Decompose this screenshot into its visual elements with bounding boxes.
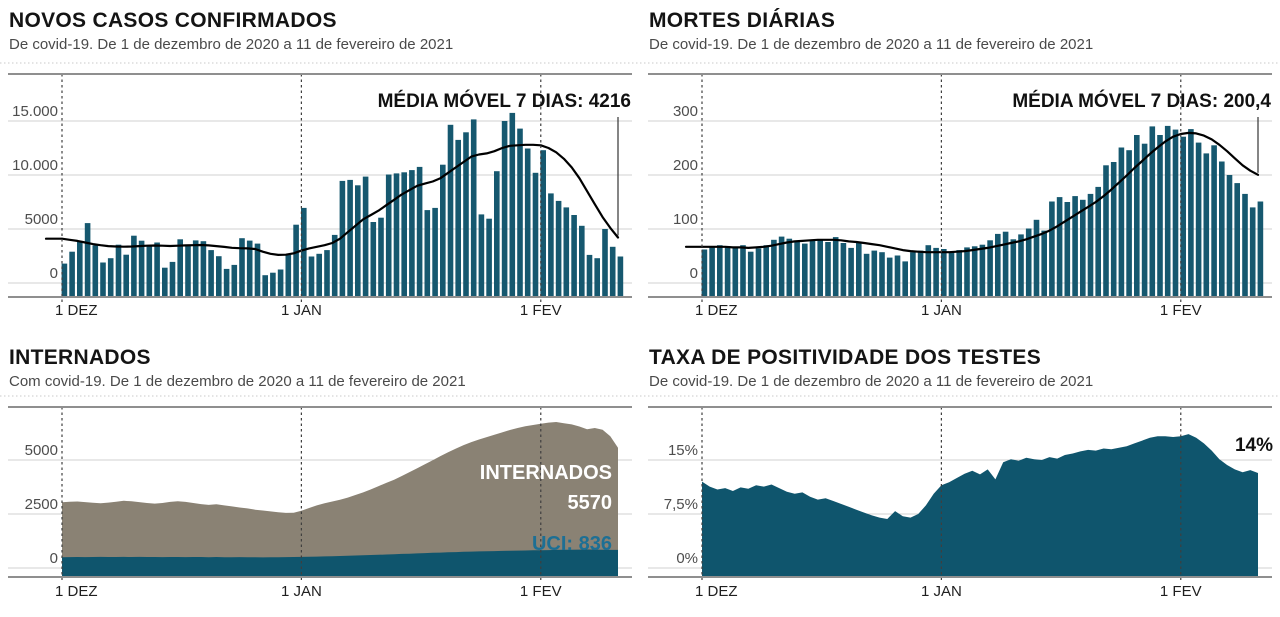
y-tick-labels: 5000 2500 0	[25, 442, 58, 567]
svg-text:1 JAN: 1 JAN	[921, 583, 962, 600]
svg-text:200: 200	[673, 157, 698, 174]
chart-novos-casos-confirmados: NOVOS CASOS CONFIRMADOS De covid-19. De …	[0, 0, 640, 320]
moving-average-annotation: MÉDIA MÓVEL 7 DIAS: 200,4	[1012, 90, 1271, 112]
area-value-label: INTERNADOS	[480, 462, 612, 484]
y-tick-labels: 300 200 100 0	[673, 103, 698, 282]
page-title: MORTES DIÁRIAS	[649, 9, 836, 32]
svg-text:0%: 0%	[676, 550, 698, 567]
date-guides: 1 DEZ 1 JAN 1 FEV	[695, 74, 1202, 319]
cases-bars	[61, 112, 624, 298]
chart-subtitle: De covid-19. De 1 de dezembro de 2020 a …	[649, 373, 1094, 390]
svg-text:0: 0	[50, 550, 58, 567]
svg-text:5000: 5000	[25, 442, 58, 459]
svg-text:2500: 2500	[25, 496, 58, 513]
moving-average-annotation: MÉDIA MÓVEL 7 DIAS: 4216	[378, 90, 631, 112]
svg-text:1 DEZ: 1 DEZ	[55, 583, 98, 600]
internados-chart-canvas: 5000 2500 0 1 DEZ 1 JAN 1 FEV INTERNADOS 5570 UC…	[0, 395, 640, 600]
plot-frame	[8, 406, 632, 578]
svg-text:1 JAN: 1 JAN	[281, 302, 322, 319]
date-guides: 1 DEZ 1 JAN 1 FEV	[55, 74, 562, 319]
svg-text:1 JAN: 1 JAN	[281, 583, 322, 600]
internados-area	[62, 422, 618, 577]
y-tick-labels: 15% 7,5% 0%	[664, 442, 698, 567]
chart-subtitle: Com covid-19. De 1 de dezembro de 2020 a…	[9, 373, 466, 390]
svg-text:1 FEV: 1 FEV	[1160, 583, 1202, 600]
chart-taxa-positividade: TAXA DE POSITIVIDADE DOS TESTES De covid…	[640, 320, 1280, 617]
area-value-label: UCI: 836	[532, 533, 612, 555]
svg-text:5000: 5000	[25, 211, 58, 228]
date-guides: 1 DEZ 1 JAN 1 FEV	[695, 407, 1202, 600]
svg-text:7,5%: 7,5%	[664, 496, 698, 513]
svg-text:100: 100	[673, 211, 698, 228]
svg-text:1 FEV: 1 FEV	[1160, 302, 1202, 319]
plot-frame	[648, 406, 1272, 578]
deaths-bars	[701, 125, 1264, 298]
svg-text:1 DEZ: 1 DEZ	[695, 302, 738, 319]
svg-text:300: 300	[673, 103, 698, 120]
deaths-ma-line	[684, 131, 1260, 254]
moving-average-annotation: 14%	[1235, 435, 1273, 456]
novos-casos-chart-canvas: 15.000 10.000 5000 0 1 DEZ 1 JAN 1 FEV MÉDIA MÓ…	[0, 62, 640, 319]
positivity-area	[702, 434, 1258, 577]
svg-text:10.000: 10.000	[12, 157, 58, 174]
y-tick-labels: 15.000 10.000 5000 0	[12, 103, 58, 282]
svg-text:0: 0	[50, 265, 58, 282]
svg-text:0: 0	[690, 265, 698, 282]
svg-text:15%: 15%	[668, 442, 698, 459]
cases-ma-line	[44, 143, 620, 256]
svg-text:1 FEV: 1 FEV	[520, 302, 562, 319]
plot-frame	[648, 73, 1272, 298]
chart-mortes-diarias: MORTES DIÁRIAS De covid-19. De 1 de deze…	[640, 0, 1280, 320]
chart-subtitle: De covid-19. De 1 de dezembro de 2020 a …	[649, 36, 1094, 53]
uci-area	[62, 549, 618, 577]
svg-text:15.000: 15.000	[12, 103, 58, 120]
page-title: INTERNADOS	[9, 346, 151, 369]
date-guides: 1 DEZ 1 JAN 1 FEV	[55, 407, 562, 600]
page-title: NOVOS CASOS CONFIRMADOS	[9, 9, 337, 32]
chart-subtitle: De covid-19. De 1 de dezembro de 2020 a …	[9, 36, 454, 53]
page-title: TAXA DE POSITIVIDADE DOS TESTES	[649, 346, 1042, 369]
svg-text:1 FEV: 1 FEV	[520, 583, 562, 600]
svg-text:1 DEZ: 1 DEZ	[55, 302, 98, 319]
chart-internados: INTERNADOS Com covid-19. De 1 de dezembr…	[0, 320, 640, 617]
taxa-positividade-chart-canvas: 15% 7,5% 0% 1 DEZ 1 JAN 1 FEV 14%	[640, 395, 1280, 600]
area-value-label: 5570	[568, 492, 613, 514]
mortes-diarias-chart-canvas: 300 200 100 0 1 DEZ 1 JAN 1 FEV MÉDIA MÓVEL 7 D…	[640, 62, 1280, 319]
svg-text:1 JAN: 1 JAN	[921, 302, 962, 319]
svg-text:1 DEZ: 1 DEZ	[695, 583, 738, 600]
plot-frame	[8, 73, 632, 298]
